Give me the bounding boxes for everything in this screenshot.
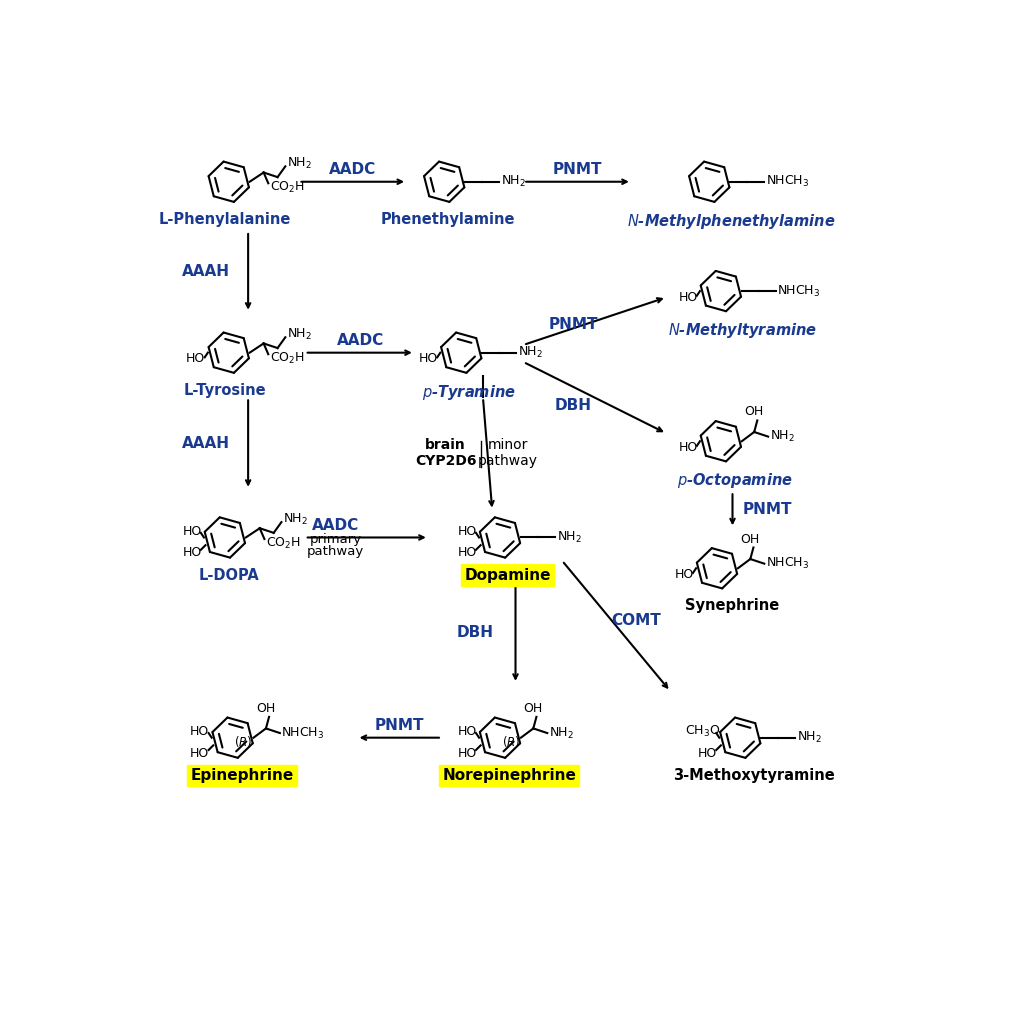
Text: AADC: AADC [329,162,377,176]
Text: OH: OH [523,702,543,715]
Text: pathway: pathway [307,545,365,558]
Text: $p$-Tyramine: $p$-Tyramine [422,382,516,402]
Text: L-Tyrosine: L-Tyrosine [183,382,266,397]
Text: Epinephrine: Epinephrine [190,768,294,783]
Text: Phenethylamine: Phenethylamine [381,212,515,227]
Text: PNMT: PNMT [375,718,424,733]
Text: PNMT: PNMT [742,502,793,517]
Text: HO: HO [458,746,476,759]
Text: OH: OH [740,532,760,546]
Text: HO: HO [678,291,697,304]
Text: CO$_2$H: CO$_2$H [270,351,304,366]
Text: DBH: DBH [457,626,494,641]
Text: $N$-Methylphenethylamine: $N$-Methylphenethylamine [627,212,836,231]
Text: NH$_2$: NH$_2$ [518,345,543,360]
Text: NH$_2$: NH$_2$ [287,327,312,342]
Text: HO: HO [458,725,476,738]
Text: PNMT: PNMT [553,162,602,176]
Text: AADC: AADC [337,333,384,348]
Text: $p$-Octopamine: $p$-Octopamine [677,472,793,490]
Text: NHCH$_3$: NHCH$_3$ [766,174,809,190]
Text: AADC: AADC [312,518,359,533]
Text: CH$_3$O: CH$_3$O [685,724,721,739]
Text: NH$_2$: NH$_2$ [549,725,573,740]
Text: OH: OH [744,406,764,419]
Text: AAAH: AAAH [181,436,229,451]
Text: $N$-Methyltyramine: $N$-Methyltyramine [668,321,817,340]
Text: Norepinephrine: Norepinephrine [442,768,577,783]
Text: HO: HO [186,352,206,365]
Text: $(R)$: $(R)$ [234,734,253,749]
Text: L-DOPA: L-DOPA [199,568,259,582]
Text: NH$_2$: NH$_2$ [501,174,525,190]
Text: NHCH$_3$: NHCH$_3$ [777,284,821,299]
Text: DBH: DBH [555,397,592,413]
Text: NH$_2$: NH$_2$ [797,730,822,745]
Text: OH: OH [256,702,275,715]
Text: $(R)$: $(R)$ [502,734,520,749]
Text: primary: primary [309,532,361,546]
Text: 3-Methoxytyramine: 3-Methoxytyramine [674,768,836,783]
Text: minor
pathway: minor pathway [478,438,538,467]
Text: AAAH: AAAH [181,265,229,279]
Text: NHCH$_3$: NHCH$_3$ [766,556,809,571]
Text: HO: HO [458,525,476,537]
Text: CO$_2$H: CO$_2$H [270,180,304,196]
Text: COMT: COMT [611,613,662,628]
Text: NH$_2$: NH$_2$ [283,511,308,526]
Text: PNMT: PNMT [549,317,598,333]
Text: HO: HO [182,547,202,560]
Text: CO$_2$H: CO$_2$H [266,536,301,552]
Text: HO: HO [419,352,438,365]
Text: NH$_2$: NH$_2$ [557,530,582,546]
Text: HO: HO [675,568,693,581]
Text: HO: HO [458,547,476,560]
Text: HO: HO [697,746,717,759]
Text: L-Phenylalanine: L-Phenylalanine [159,212,291,227]
Text: Synephrine: Synephrine [685,598,779,613]
Text: HO: HO [182,525,202,537]
Text: HO: HO [190,725,209,738]
Text: NHCH$_3$: NHCH$_3$ [282,725,325,740]
Text: NH$_2$: NH$_2$ [770,429,795,444]
Text: Dopamine: Dopamine [465,568,551,582]
Text: HO: HO [190,746,209,759]
Text: NH$_2$: NH$_2$ [287,156,312,170]
Text: HO: HO [678,441,697,454]
Text: brain
CYP2D6: brain CYP2D6 [415,438,476,467]
